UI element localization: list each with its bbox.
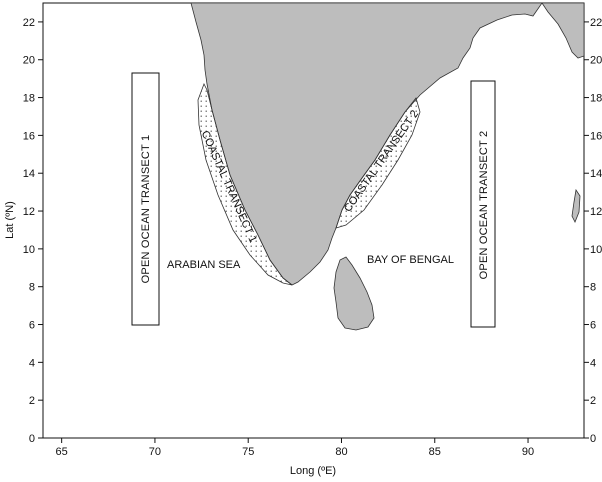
x-tick-label: 65 — [56, 446, 68, 458]
x-tick-label: 75 — [242, 446, 254, 458]
arabian-sea-label: ARABIAN SEA — [167, 259, 241, 271]
y-tick-label-left: 18 — [23, 93, 35, 105]
y-tick-label-left: 4 — [29, 357, 35, 369]
y-tick-label-left: 2 — [29, 395, 35, 407]
y-axis-title: Lat (ºN) — [4, 201, 16, 239]
coastal-transect-1-area — [197, 83, 293, 286]
bay-of-bengal-label: BAY OF BENGAL — [367, 254, 454, 266]
y-axis-ticks-right: 0 2 4 6 8 10 12 14 16 18 20 22 — [584, 17, 602, 445]
coastal-transect-2-area — [335, 97, 421, 229]
x-tick-label: 70 — [149, 446, 161, 458]
x-tick-label: 90 — [522, 446, 534, 458]
y-tick-label-right: 16 — [590, 130, 602, 142]
myanmar-landmass — [541, 3, 584, 59]
y-tick-label-left: 16 — [23, 130, 35, 142]
y-tick-label-right: 2 — [590, 395, 596, 407]
y-tick-label-left: 22 — [23, 17, 35, 29]
open-ocean-transect-2-box — [470, 80, 496, 328]
y-tick-label-right: 22 — [590, 17, 602, 29]
y-tick-label-left: 0 — [29, 433, 35, 445]
y-tick-label-left: 12 — [23, 206, 35, 218]
open-ocean-transect-2-label: OPEN OCEAN TRANSECT 2 — [478, 131, 490, 280]
x-tick-label: 80 — [335, 446, 347, 458]
open-ocean-transect-1-label: OPEN OCEAN TRANSECT 1 — [140, 135, 152, 284]
x-tick-label: 85 — [429, 446, 441, 458]
y-tick-label-right: 0 — [590, 433, 596, 445]
y-tick-label-right: 4 — [590, 357, 596, 369]
y-tick-label-right: 14 — [590, 168, 602, 180]
y-tick-label-left: 20 — [23, 55, 35, 67]
y-tick-label-right: 8 — [590, 282, 596, 294]
andaman-islands — [571, 188, 581, 223]
y-tick-label-right: 6 — [590, 320, 596, 332]
y-tick-label-left: 6 — [29, 320, 35, 332]
y-tick-label-left: 10 — [23, 244, 35, 256]
x-axis-title: Long (ºE) — [290, 465, 336, 477]
y-tick-label-right: 12 — [590, 206, 602, 218]
open-ocean-transect-1-box — [131, 72, 160, 326]
sri-lanka — [333, 256, 375, 331]
y-tick-label-right: 10 — [590, 244, 602, 256]
y-tick-label-left: 14 — [23, 168, 35, 180]
y-tick-label-right: 20 — [590, 55, 602, 67]
y-tick-label-left: 8 — [29, 282, 35, 294]
y-tick-label-right: 18 — [590, 93, 602, 105]
x-axis-ticks: 65 70 75 80 85 90 — [56, 438, 534, 458]
y-axis-ticks-left: 0 2 4 6 8 10 12 14 16 18 20 22 — [23, 17, 43, 445]
